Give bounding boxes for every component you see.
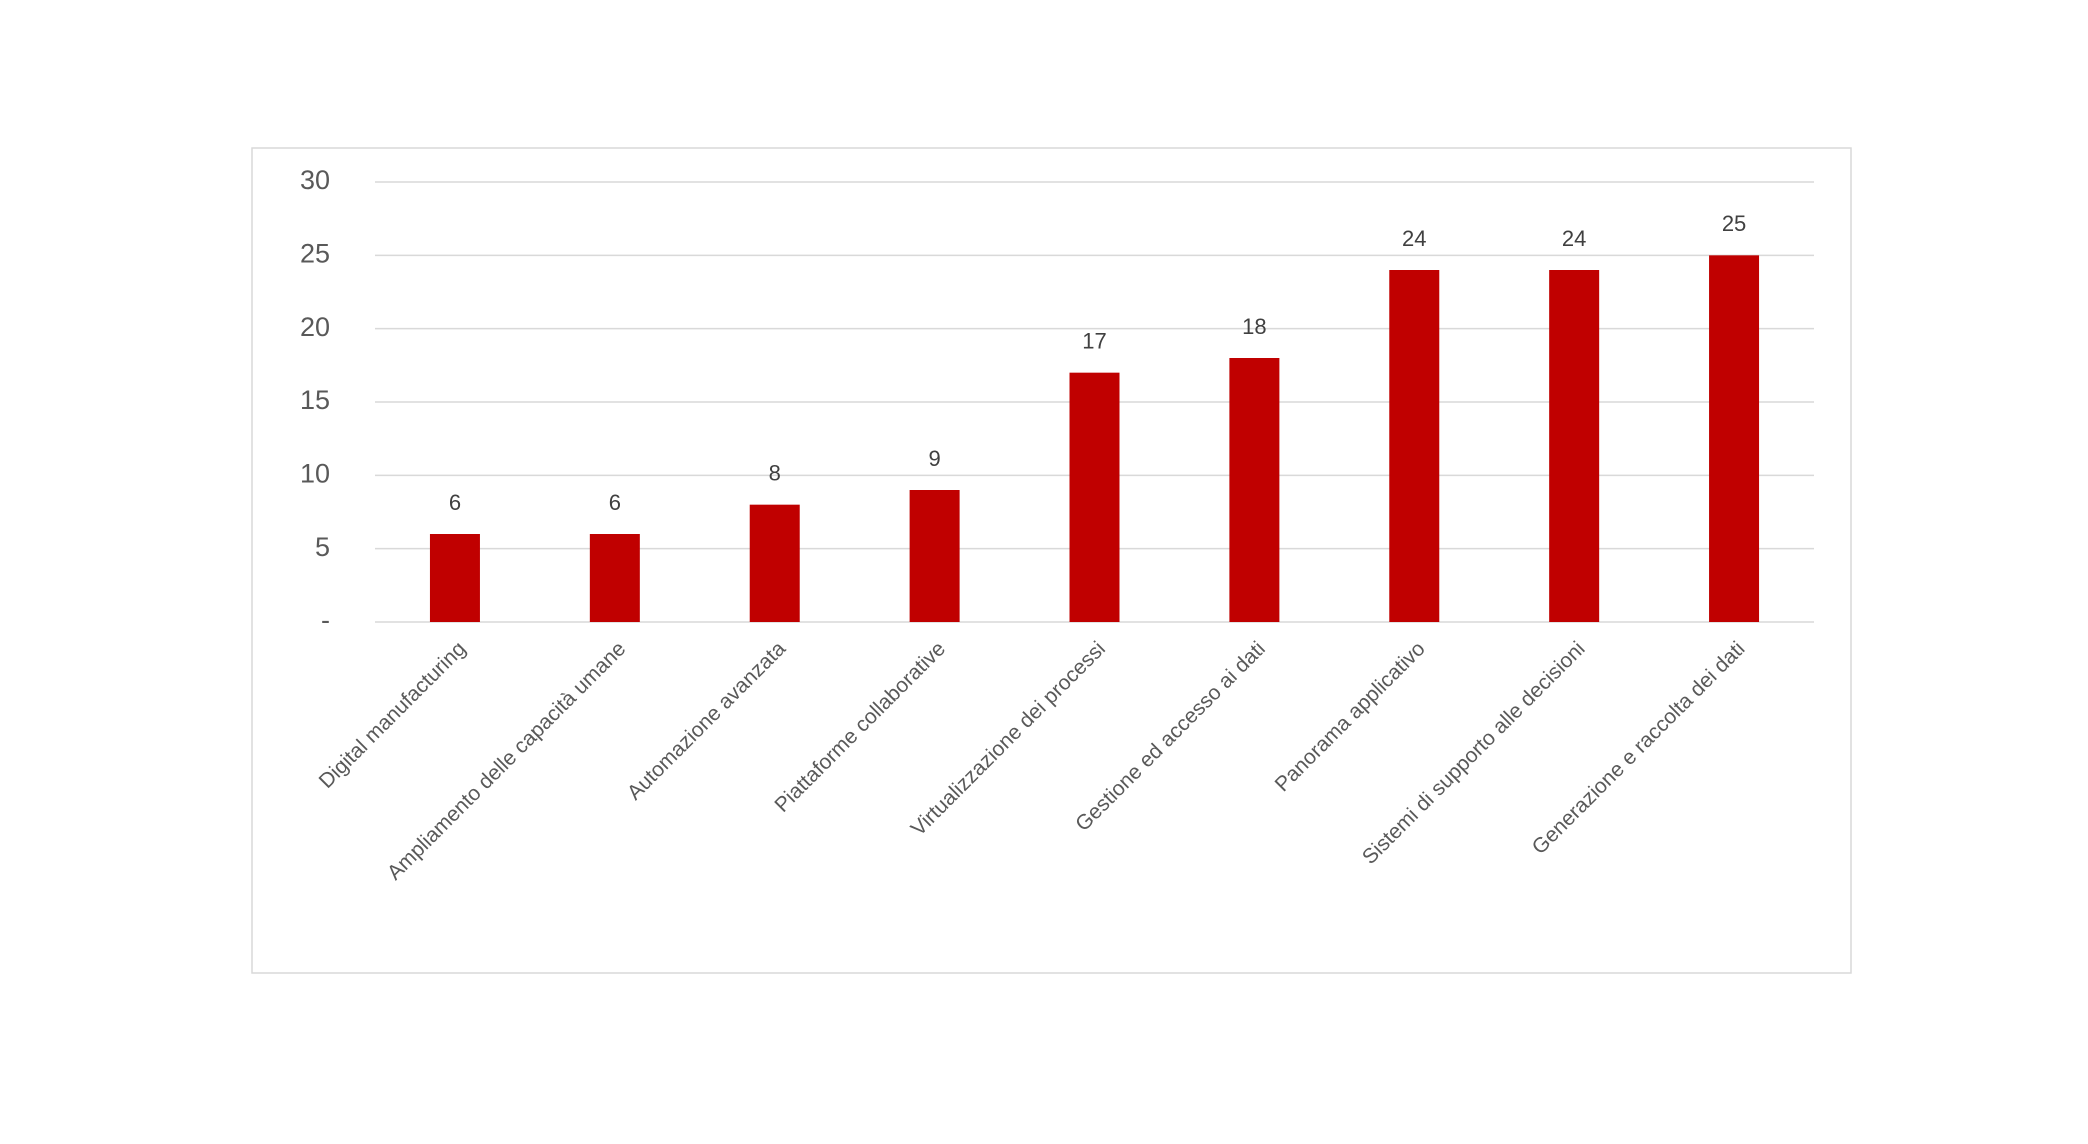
bar — [1389, 270, 1440, 622]
bar — [429, 534, 480, 622]
y-tick-label: 30 — [300, 165, 330, 195]
data-label: 6 — [609, 490, 621, 515]
data-label: 17 — [1082, 328, 1106, 353]
bar — [1229, 358, 1280, 622]
bar — [589, 534, 640, 622]
y-tick-label: 15 — [300, 385, 330, 415]
y-tick-label: 25 — [300, 238, 330, 268]
data-label: 8 — [769, 460, 781, 485]
data-label: 18 — [1242, 314, 1266, 339]
y-tick-label: 20 — [300, 312, 330, 342]
data-label: 25 — [1722, 211, 1746, 236]
bar — [1709, 255, 1760, 623]
bar — [909, 490, 960, 622]
data-label: 24 — [1562, 226, 1586, 251]
data-label: 9 — [928, 446, 940, 471]
data-label: 6 — [449, 490, 461, 515]
chart-frame — [251, 147, 1852, 974]
y-tick-label: 10 — [300, 458, 330, 488]
bar — [749, 504, 800, 622]
y-tick-label: 5 — [315, 532, 330, 562]
bar — [1069, 372, 1120, 622]
data-label: 24 — [1402, 226, 1426, 251]
y-tick-label: - — [321, 605, 330, 635]
bar — [1549, 270, 1600, 622]
